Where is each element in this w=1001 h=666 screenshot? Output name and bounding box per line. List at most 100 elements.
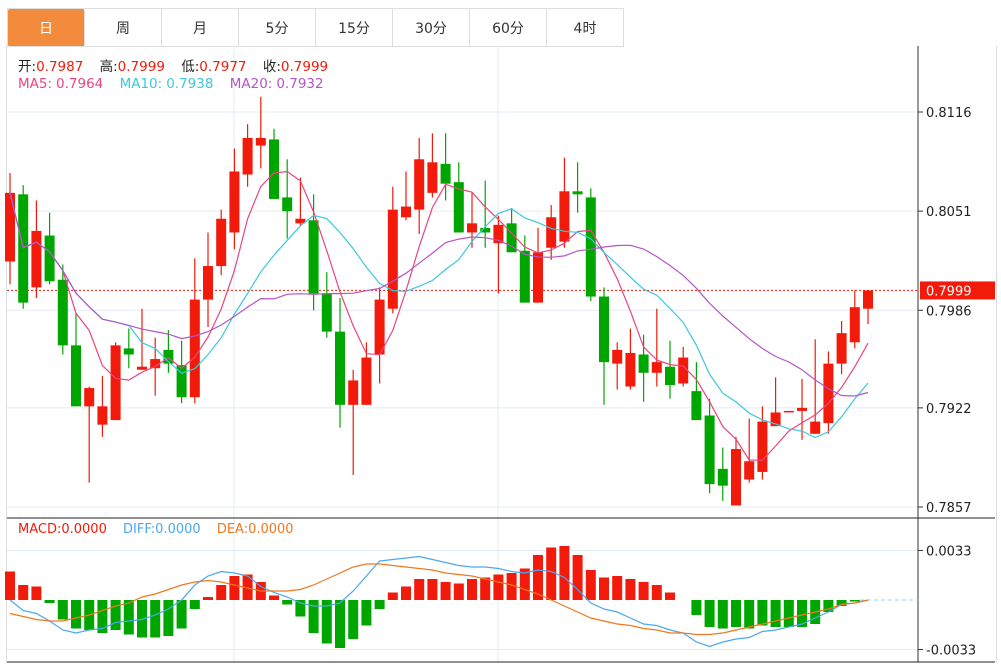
candle-up [84, 386, 95, 483]
macd-label: MACD: [18, 522, 62, 537]
macd-bar [427, 579, 438, 600]
candle-down [335, 298, 345, 428]
tab-day[interactable]: 日 [8, 9, 85, 47]
tab-60min[interactable]: 60分 [470, 9, 547, 47]
macd-bar [57, 600, 68, 620]
candle-down [176, 340, 187, 404]
macd-bar [744, 600, 755, 629]
candle-body [71, 345, 81, 407]
candle-body [757, 421, 768, 472]
candle-up [31, 200, 42, 299]
macd-bar [717, 600, 728, 629]
candle-up [97, 375, 108, 437]
macd-bar [176, 600, 187, 629]
last-price-label: 0.7999 [926, 284, 972, 299]
diff-line [9, 555, 869, 648]
macd-bar [757, 600, 768, 626]
macd-bar [387, 592, 398, 600]
candle-body [810, 421, 821, 434]
candle-body [572, 191, 583, 195]
price-tick-label: 0.7857 [926, 501, 972, 516]
candle-body [335, 331, 345, 405]
candle-up [810, 339, 821, 434]
candle-body [176, 365, 187, 398]
candle-body [361, 357, 372, 405]
candle-up [757, 406, 768, 480]
macd-bar [440, 582, 451, 600]
candle-body [533, 252, 543, 303]
candle-up [612, 342, 623, 390]
ma20-line [9, 192, 869, 397]
candle-up [493, 215, 504, 294]
candle-body [216, 218, 227, 267]
candle-down [440, 133, 451, 201]
candle-body [242, 137, 253, 175]
candle-down [269, 128, 279, 199]
candle-body [321, 293, 332, 332]
candle-body [467, 223, 477, 233]
price-tick-label: 0.7922 [926, 402, 972, 417]
macd-bar [585, 570, 596, 600]
candle-body [691, 391, 702, 421]
price-tick-label: 0.8116 [926, 106, 972, 121]
macd-bar [348, 600, 359, 639]
candle-body [31, 230, 42, 288]
candle-down [480, 180, 491, 248]
macd-bar [189, 600, 200, 609]
candle-body [150, 359, 161, 369]
tab-week[interactable]: 周 [85, 9, 162, 47]
candle-body [519, 250, 530, 303]
macd-bar [335, 600, 345, 648]
candle-up [348, 369, 359, 475]
macd-bar [18, 585, 29, 600]
macd-bar [97, 600, 108, 633]
candle-up [414, 137, 425, 235]
ma5-value: 0.7964 [56, 76, 104, 92]
macd-value: 0.0000 [61, 522, 107, 537]
tab-month[interactable]: 月 [162, 9, 239, 47]
tab-30min[interactable]: 30分 [393, 9, 470, 47]
tab-5min[interactable]: 5分 [239, 9, 316, 47]
macd-bar [308, 600, 319, 633]
candle-up [189, 258, 200, 404]
macd-bar [282, 600, 293, 605]
candle-body [5, 192, 15, 262]
candle-body [137, 366, 147, 370]
candle-up [863, 290, 873, 324]
candle-up [110, 342, 121, 421]
macd-bar [414, 579, 425, 600]
candle-down [321, 272, 332, 338]
macd-bar [269, 595, 279, 600]
macd-bar [704, 600, 715, 627]
macd-bar [110, 600, 121, 630]
diff-label: DIFF: [123, 522, 156, 537]
macd-bar [480, 577, 491, 600]
candle-body [744, 461, 755, 480]
macd-bar [453, 583, 464, 600]
candle-body [295, 218, 306, 224]
candle-body [44, 235, 55, 282]
macd-bar [467, 579, 477, 600]
candle-up [242, 124, 253, 187]
macd-bar [123, 600, 134, 635]
macd-bar [783, 600, 794, 627]
candle-up [651, 308, 662, 387]
ma5-line [9, 170, 869, 461]
macd-tick-label: -0.0033 [926, 644, 976, 659]
macd-bar [506, 573, 517, 600]
candle-down [453, 162, 464, 233]
tab-4hour[interactable]: 4时 [547, 9, 624, 47]
candle-up [295, 177, 306, 227]
ma10-value: 0.7938 [166, 76, 214, 92]
macd-bar [797, 600, 807, 627]
tab-15min[interactable]: 15分 [316, 9, 393, 47]
macd-bar [770, 600, 781, 627]
candle-body [97, 406, 108, 425]
candle-up [744, 418, 755, 483]
candle-body [255, 137, 266, 146]
candle-down [282, 159, 293, 239]
ma20-label: MA20: [229, 76, 273, 92]
candle-body [717, 468, 728, 486]
close-value: 0.7999 [280, 59, 329, 75]
